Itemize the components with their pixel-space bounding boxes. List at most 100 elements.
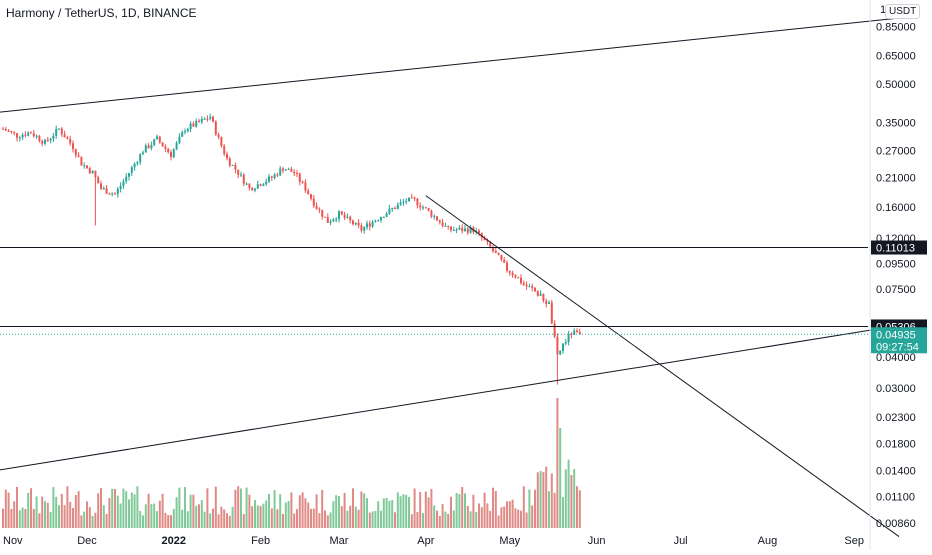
volume-bar xyxy=(13,501,16,528)
candle-body xyxy=(424,207,427,209)
currency-button[interactable]: USDT xyxy=(885,4,921,19)
volume-bar xyxy=(27,492,30,528)
candle-body xyxy=(270,176,273,178)
volume-bar xyxy=(158,500,161,528)
volume-bar xyxy=(539,470,542,528)
candle-body xyxy=(497,253,500,255)
volume-bar xyxy=(228,515,231,528)
volume-bar xyxy=(354,506,357,528)
candle-body xyxy=(228,158,231,166)
price-tick-label: 0.01800 xyxy=(876,438,916,450)
volume-bar xyxy=(139,510,142,528)
candle-body xyxy=(433,216,436,218)
volume-bar xyxy=(41,496,44,528)
lower-channel-line[interactable] xyxy=(0,325,900,472)
candle-body xyxy=(58,128,60,130)
candle-body xyxy=(550,302,553,324)
volume-bar xyxy=(338,496,340,528)
candle-body xyxy=(329,221,332,223)
volume-bar xyxy=(388,500,391,528)
candle-body xyxy=(116,189,119,195)
volume-bar xyxy=(346,510,349,528)
volume-bar xyxy=(245,487,248,528)
candle-body xyxy=(97,177,100,184)
candle-body xyxy=(312,198,315,206)
volume-bar xyxy=(198,504,200,528)
candle-body xyxy=(86,165,88,169)
candle-body xyxy=(130,167,133,174)
volume-bar xyxy=(226,513,228,528)
volume-bar xyxy=(212,508,214,528)
volume-bar xyxy=(144,504,147,528)
volume-bar xyxy=(125,491,128,528)
symbol-title: Harmony / TetherUS, 1D, BINANCE xyxy=(6,6,197,20)
volume-bar xyxy=(77,491,80,528)
volume-bar xyxy=(564,469,567,528)
candle-body xyxy=(32,133,35,137)
volume-bar xyxy=(256,505,259,528)
candle-body xyxy=(469,227,472,233)
price-axis[interactable]: 1 0.85000 0.65000 0.50000 0.35000 0.27000 0.21… xyxy=(869,0,916,550)
volume-bar xyxy=(290,492,293,528)
volume-bar xyxy=(528,489,531,528)
volume-bar xyxy=(578,490,581,528)
candle-body xyxy=(139,153,142,163)
volume-bar xyxy=(91,515,94,528)
candle-body xyxy=(262,184,265,186)
candle-body xyxy=(136,162,139,164)
volume-bar xyxy=(83,511,86,528)
candle-body xyxy=(220,137,223,146)
price-tick-label: 0.35000 xyxy=(876,118,916,130)
candle-body xyxy=(161,142,164,147)
volume-bar xyxy=(4,489,7,528)
price-tick-label: 0.21000 xyxy=(876,173,916,185)
volume-bar xyxy=(231,506,234,528)
volume-bar xyxy=(360,491,363,528)
candle-body xyxy=(461,227,464,232)
drawing-lines[interactable] xyxy=(0,17,900,537)
candle-body xyxy=(298,173,301,182)
upper-channel-line[interactable] xyxy=(0,17,900,114)
volume-bar xyxy=(128,499,130,528)
candle-body xyxy=(578,332,581,335)
candle-body xyxy=(388,208,391,214)
symbol-title-text: Harmony / TetherUS, 1D, BINANCE xyxy=(6,6,197,20)
price-tick-label: 0.07500 xyxy=(876,284,916,296)
volume-bar xyxy=(452,510,455,528)
candle-body xyxy=(559,350,562,355)
candle-body xyxy=(268,176,270,182)
candle-body xyxy=(464,228,466,232)
volume-bar xyxy=(531,505,534,528)
candle-body xyxy=(181,132,184,137)
descending-trendline[interactable] xyxy=(425,195,900,537)
candle-body xyxy=(570,333,573,335)
candle-body xyxy=(315,205,318,209)
candle-body xyxy=(167,148,170,153)
volume-bar xyxy=(335,495,338,528)
volume-bars xyxy=(2,398,581,528)
candle-body xyxy=(377,220,380,222)
candle-body xyxy=(447,225,450,227)
volume-bar xyxy=(30,488,32,528)
price-tick-label: 0.50000 xyxy=(876,79,916,91)
volume-bar xyxy=(254,500,256,528)
volume-bar xyxy=(366,498,368,528)
candle-body xyxy=(119,185,122,190)
volume-bar xyxy=(105,513,108,528)
candle-body xyxy=(184,131,186,133)
volume-bar xyxy=(368,512,371,528)
candle-body xyxy=(506,262,508,271)
volume-bar xyxy=(405,494,408,528)
volume-bar xyxy=(240,488,242,528)
candle-body xyxy=(564,342,567,344)
volume-bar xyxy=(296,509,298,528)
candle-body xyxy=(416,198,419,206)
time-axis[interactable]: Nov Dec 2022 Feb Mar Apr May Jun Jul Aug Sep xyxy=(3,535,864,547)
candle-body xyxy=(209,116,212,119)
volume-bar xyxy=(464,493,466,528)
candle-body xyxy=(441,222,444,227)
volume-bar xyxy=(382,498,385,528)
current-price-label xyxy=(871,327,927,354)
